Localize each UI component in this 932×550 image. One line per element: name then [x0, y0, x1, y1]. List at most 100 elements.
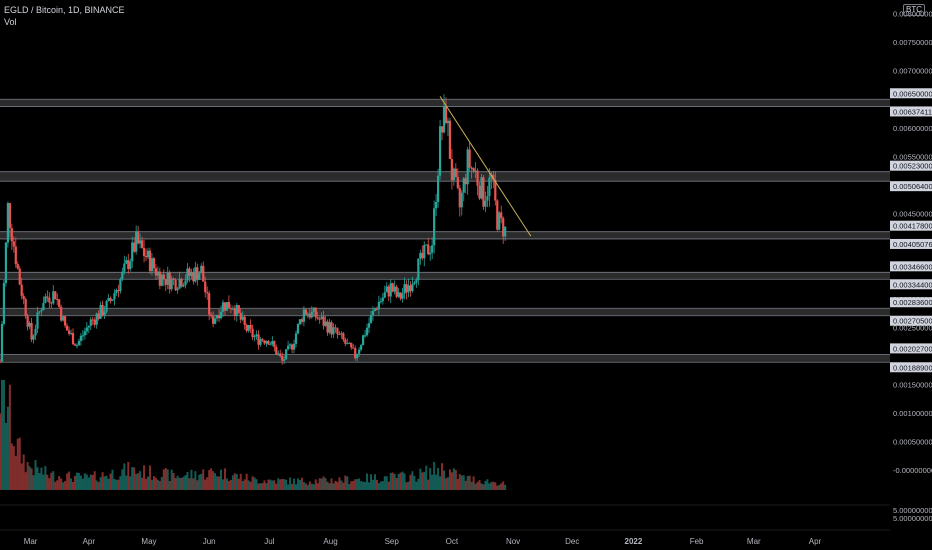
volume-bar [413, 476, 416, 490]
volume-bar [227, 481, 230, 490]
volume-bar [178, 477, 181, 490]
candle-body [500, 212, 503, 219]
volume-bar [137, 473, 140, 490]
volume-bar [377, 483, 380, 490]
candle-body [379, 301, 382, 303]
volume-bar [196, 480, 199, 490]
volume-bar [72, 481, 75, 490]
zone-price-label: 0.00417800 [893, 222, 932, 231]
volume-bar [383, 476, 386, 490]
volume-bar [277, 478, 280, 490]
candle-body [336, 328, 339, 335]
candle-body [233, 308, 236, 317]
volume-bar [409, 474, 412, 490]
candle-body [462, 178, 465, 193]
volume-bar [480, 483, 483, 490]
candle-body [139, 240, 142, 244]
candle-body [423, 244, 426, 259]
volume-bar [62, 482, 65, 490]
volume-bar [340, 480, 343, 490]
volume-bar [450, 472, 453, 490]
candle-body [259, 339, 262, 345]
candle-body [166, 272, 169, 285]
candle-body [371, 310, 375, 316]
candle-body [433, 208, 436, 246]
candle-body [399, 292, 402, 299]
chart-grid [0, 504, 890, 531]
volume-bar [312, 484, 315, 490]
zone-price-label: 0.00334400 [893, 280, 932, 289]
volume-bar [387, 481, 390, 490]
candle-body [152, 258, 156, 269]
volume-bar [490, 482, 493, 490]
volume-bar [109, 473, 112, 490]
zone-price-label-box [890, 106, 932, 117]
candle-body [97, 313, 100, 319]
volume-bar [20, 463, 23, 490]
candle-body [182, 285, 185, 287]
volume-bar [206, 477, 209, 490]
volume-bar [148, 465, 151, 490]
candle-body [365, 327, 369, 336]
candle-body [150, 258, 154, 272]
candle-body [190, 272, 193, 276]
price-tick-label: 0.00050000 [893, 437, 932, 446]
volume-bar [291, 483, 294, 490]
candle-body [322, 316, 325, 326]
price-tick-label: 0.00550000 [893, 152, 932, 161]
volume-bar [439, 476, 442, 490]
price-tick-label: 0.00150000 [893, 380, 932, 389]
candle-body [478, 185, 481, 199]
candle-body [79, 335, 83, 341]
volume-bar [75, 472, 78, 490]
price-tick-label: 0.00600000 [893, 124, 932, 133]
candle-body [40, 310, 43, 312]
volume-bar [456, 478, 459, 490]
candle-body [326, 321, 329, 333]
candle-body [275, 346, 278, 355]
volume-bar [415, 481, 418, 490]
candle-body [454, 168, 457, 178]
volume-bar [458, 473, 461, 490]
candle-body [504, 226, 507, 237]
zone-price-label: 0.00188900 [893, 363, 932, 372]
candle-body [168, 272, 171, 290]
volume-bar [160, 476, 163, 490]
volume-bar [391, 472, 394, 490]
volume-bar [344, 475, 347, 490]
candle-body [452, 168, 455, 181]
candle-body [4, 242, 8, 283]
volume-bar [373, 474, 376, 490]
candle-body [208, 293, 211, 315]
time-tick-label: Jun [203, 537, 216, 546]
candle-body [67, 330, 71, 334]
candle-body [42, 302, 45, 311]
volume-bar [362, 481, 365, 490]
candle-body [502, 218, 505, 237]
currency-badge[interactable]: BTC [903, 4, 925, 16]
candle-body [405, 284, 408, 293]
volume-bar [103, 476, 106, 490]
candle-body [300, 319, 304, 322]
volume-bar [14, 456, 17, 490]
candle-body [429, 252, 432, 255]
volume-bar [433, 461, 436, 490]
volume-bar [158, 481, 161, 490]
volume-bar [107, 478, 110, 490]
volume-bar [77, 472, 80, 490]
volume-bar [249, 481, 252, 490]
candle-body [12, 241, 15, 247]
volume-bar [30, 468, 33, 490]
volume-bar [482, 484, 485, 490]
candle-body [350, 342, 353, 348]
volume-bar [237, 478, 240, 490]
volume-bar [143, 465, 146, 490]
volume-bar [417, 478, 420, 490]
candle-body [223, 302, 227, 311]
candle-body [28, 322, 31, 327]
candle-body [480, 177, 483, 199]
candle-body [460, 192, 463, 208]
chart-legend: EGLD / Bitcoin, 1D, BINANCE Vol [4, 4, 125, 28]
candle-body [261, 339, 264, 341]
